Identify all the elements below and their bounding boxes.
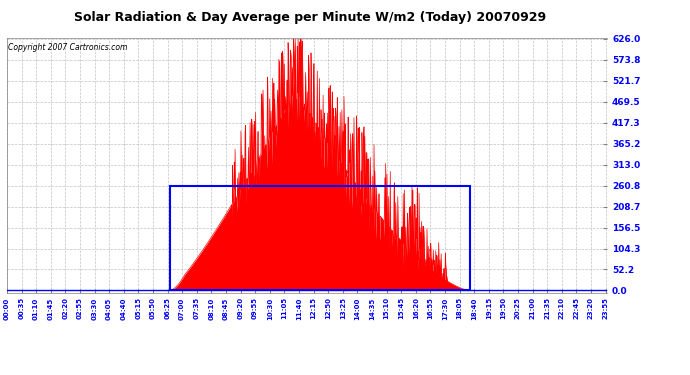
Bar [170, 186, 470, 291]
Text: Solar Radiation & Day Average per Minute W/m2 (Today) 20070929: Solar Radiation & Day Average per Minute… [75, 11, 546, 24]
Text: Copyright 2007 Cartronics.com: Copyright 2007 Cartronics.com [8, 43, 128, 52]
